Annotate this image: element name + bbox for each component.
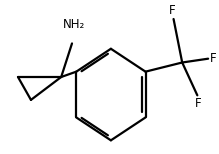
Text: F: F xyxy=(195,97,202,110)
Text: F: F xyxy=(210,52,217,65)
Text: NH₂: NH₂ xyxy=(63,18,85,31)
Text: F: F xyxy=(169,4,176,18)
